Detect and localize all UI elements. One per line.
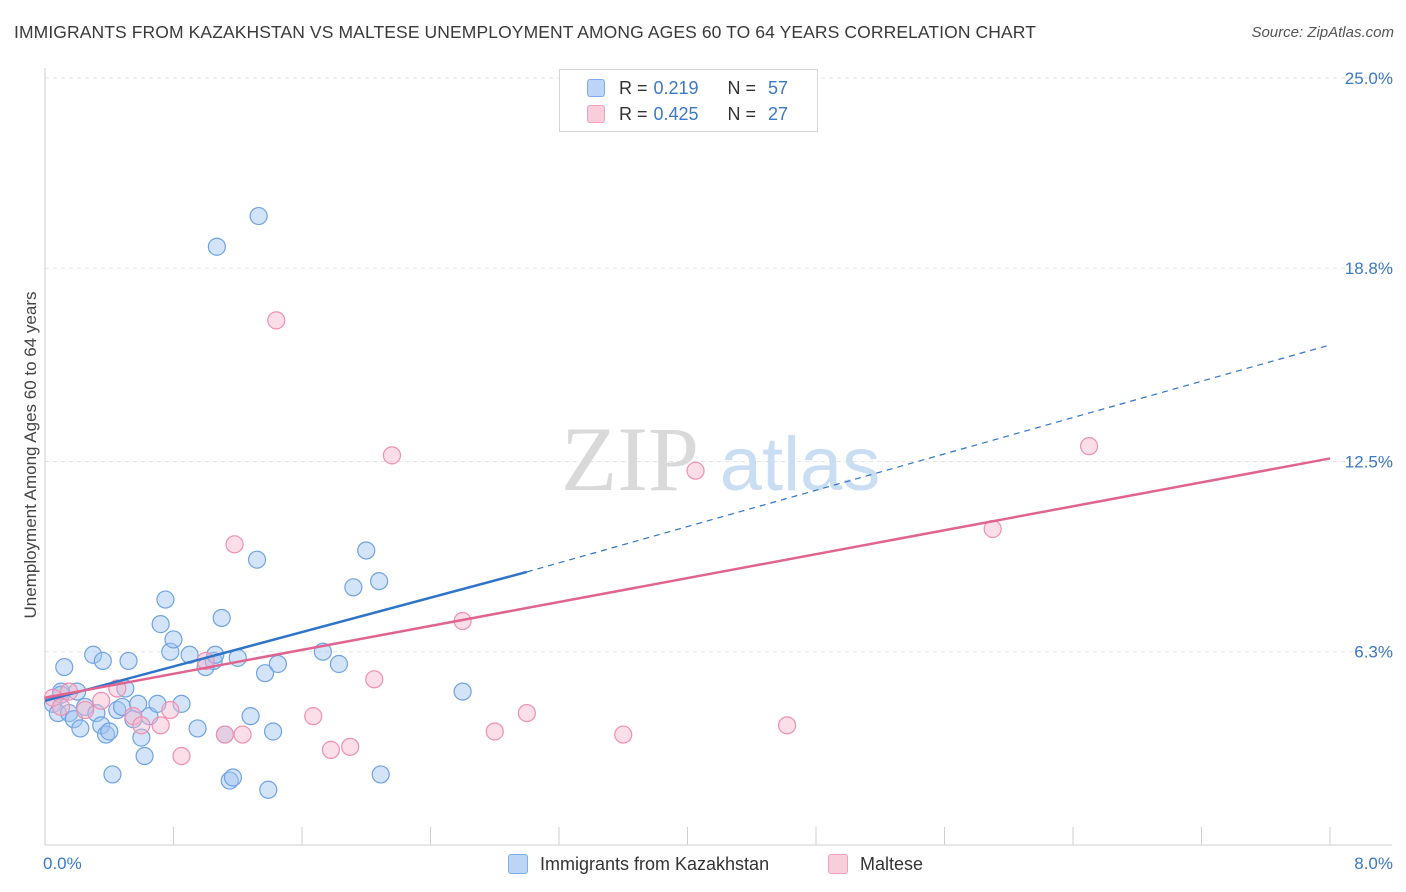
bottom-legend-label-kazakhstan: Immigrants from Kazakhstan: [540, 853, 770, 874]
maltese-point: [485, 722, 504, 741]
x-tick-label-max: 8.0%: [1354, 854, 1393, 873]
kazakhstan-point: [255, 664, 275, 683]
kazakhstan-point: [268, 654, 288, 674]
kazakhstan-point: [329, 654, 349, 674]
kazakhstan-point: [135, 746, 154, 766]
maltese-point: [215, 725, 234, 744]
axes: [44, 68, 1392, 846]
series-kazakhstan-points: [43, 206, 472, 799]
kazakhstan-point: [103, 765, 122, 784]
kazakhstan-point: [259, 780, 278, 799]
stats-legend: R = 0.219 N = 57 R = 0.425 N = 27: [559, 69, 818, 132]
legend-n-label: N =: [727, 103, 757, 124]
y-tick-label: 18.8%: [1345, 259, 1393, 278]
kazakhstan-point: [93, 651, 112, 671]
kazakhstan-point: [220, 771, 239, 790]
kazakhstan-point: [119, 651, 138, 671]
legend-r-value: 0.425: [653, 103, 699, 124]
grid-lines: [45, 77, 1392, 653]
maltese-point: [614, 725, 633, 744]
kazakhstan-point: [344, 578, 363, 597]
maltese-point: [382, 446, 402, 465]
maltese-point: [76, 700, 95, 720]
legend-r-label: R =: [619, 77, 648, 98]
legend-row-maltese: R = 0.425 N = 27: [587, 103, 788, 125]
maltese-point: [92, 691, 111, 710]
kazakhstan-trend-line: [44, 570, 528, 703]
maltese-point: [517, 703, 536, 723]
kazakhstan-point: [371, 765, 390, 784]
kazakhstan-point: [241, 707, 260, 726]
maltese-point: [233, 725, 252, 744]
chart-title: IMMIGRANTS FROM KAZAKHSTAN VS MALTESE UN…: [14, 22, 1037, 42]
kazakhstan-point: [172, 694, 191, 713]
kazakhstan-point: [370, 572, 389, 591]
maltese-point: [51, 697, 71, 717]
bottom-legend-swatch-kazakhstan: [508, 854, 528, 874]
kazakhstan-point: [55, 657, 74, 677]
legend-row-kazakhstan: R = 0.219 N = 57: [587, 77, 788, 99]
maltese-point: [267, 311, 286, 330]
kazakhstan-point: [263, 722, 283, 741]
kazakhstan-point: [207, 237, 226, 256]
maltese-point: [151, 716, 170, 735]
kazakhstan-point: [453, 682, 472, 701]
legend-swatch-maltese: [587, 105, 605, 123]
kazakhstan-point: [249, 206, 268, 226]
kazakhstan-point: [84, 645, 103, 664]
kazakhstan-point: [164, 630, 183, 649]
legend-r-value: 0.219: [653, 77, 699, 98]
tick-labels: 6.3% 12.5% 18.8% 25.0% 0.0% 8.0%: [43, 69, 1393, 873]
watermark-zip: ZIP: [561, 408, 699, 510]
bottom-legend-maltese: Maltese: [828, 852, 923, 876]
kazakhstan-point: [156, 590, 175, 609]
kazakhstan-point: [71, 719, 90, 738]
bottom-legend-swatch-maltese: [828, 854, 848, 874]
maltese-point: [304, 707, 323, 726]
y-axis-label: Unemployment Among Ages 60 to 64 years: [21, 292, 40, 619]
kazakhstan-point: [100, 722, 119, 741]
kazakhstan-point: [223, 768, 243, 787]
legend-swatch-kazakhstan: [587, 79, 605, 97]
source-credit: Source: ZipAtlas.com: [1251, 24, 1394, 41]
series-maltese-points: [43, 311, 1099, 766]
kazakhstan-point: [188, 719, 207, 738]
kazakhstan-point: [108, 700, 127, 720]
maltese-point: [1079, 437, 1099, 456]
maltese-point: [132, 716, 151, 735]
bottom-legend-kazakhstan: Immigrants from Kazakhstan: [508, 852, 769, 876]
legend-n-label: N =: [727, 77, 757, 98]
watermark-atlas: atlas: [720, 422, 881, 507]
kazakhstan-trend-extension: [526, 344, 1331, 573]
legend-n-value: 57: [768, 77, 789, 98]
maltese-point: [321, 740, 341, 759]
bottom-legend-label-maltese: Maltese: [860, 853, 924, 874]
maltese-trend-line: [44, 457, 1331, 699]
x-tick-label-min: 0.0%: [43, 854, 82, 873]
kazakhstan-point: [357, 541, 376, 560]
y-tick-label: 12.5%: [1345, 453, 1393, 472]
maltese-point: [686, 461, 705, 480]
maltese-point: [161, 700, 180, 720]
kazakhstan-point: [151, 615, 170, 634]
maltese-point: [225, 535, 244, 554]
y-tick-label: 25.0%: [1345, 69, 1393, 88]
legend-n-value: 27: [768, 103, 789, 124]
legend-r-label: R =: [619, 103, 648, 124]
trend-lines: [44, 344, 1331, 703]
maltese-point: [341, 737, 360, 756]
y-tick-label: 6.3%: [1354, 643, 1393, 662]
maltese-point: [172, 746, 191, 766]
kazakhstan-point: [212, 608, 231, 628]
maltese-point: [365, 670, 384, 689]
kazakhstan-point: [247, 550, 267, 569]
maltese-point: [777, 716, 797, 735]
kazakhstan-point: [96, 725, 116, 744]
